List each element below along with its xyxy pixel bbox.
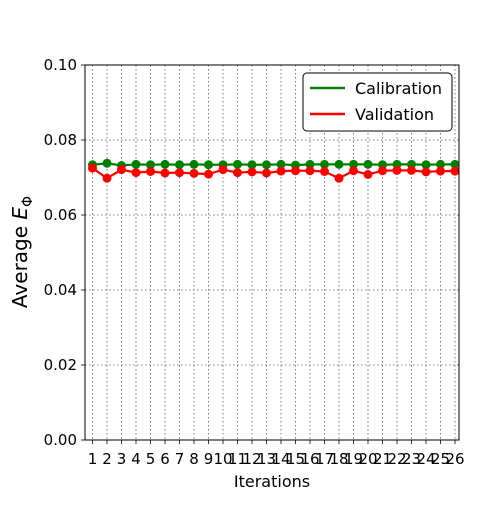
data-point-validation [392, 165, 402, 175]
y-axis-label: Average EΦ [8, 196, 36, 308]
x-tick-label: 22 [387, 450, 406, 468]
x-tick-label: 25 [431, 450, 450, 468]
data-point-calibration [233, 159, 242, 169]
data-point-validation [276, 166, 286, 176]
data-point-validation [247, 167, 257, 177]
y-tick-label: 0.04 [44, 281, 77, 299]
x-tick-label: 12 [242, 450, 261, 468]
data-point-calibration [175, 160, 184, 170]
y-axis: 0.00 0.02 0.04 0.06 0.08 0.10 [44, 56, 85, 449]
legend-label-validation: Validation [355, 105, 434, 124]
data-point-validation [131, 168, 141, 178]
data-point-validation [233, 168, 242, 178]
x-tick-label: 24 [416, 450, 435, 468]
data-point-calibration [204, 160, 213, 170]
data-point-validation [436, 166, 445, 176]
y-tick-label: 0.10 [44, 56, 77, 74]
y-axis-label-var: E [8, 207, 32, 220]
data-point-calibration [363, 159, 373, 169]
data-point-validation [378, 166, 387, 176]
x-tick-label: 17 [315, 450, 334, 468]
x-tick-label: 5 [146, 450, 156, 468]
data-point-validation [175, 168, 184, 178]
x-tick-label: 6 [160, 450, 170, 468]
x-tick-label: 9 [204, 450, 214, 468]
data-point-calibration [450, 159, 460, 169]
data-point-validation [421, 167, 431, 177]
legend-label-calibration: Calibration [355, 79, 442, 98]
x-tick-label: 10 [213, 450, 232, 468]
data-point-validation [407, 165, 416, 175]
data-point-validation [117, 165, 126, 175]
data-point-validation [291, 166, 300, 176]
x-tick-label: 15 [286, 450, 305, 468]
y-axis-label-subscript: Φ [20, 196, 36, 207]
svg-text:Average EΦ: Average EΦ [8, 196, 36, 308]
data-point-validation [160, 168, 170, 178]
y-axis-label-text: Average [8, 226, 32, 308]
data-point-calibration [436, 159, 445, 169]
series-calibration [88, 158, 460, 170]
data-point-calibration [276, 159, 286, 169]
data-point-calibration [334, 159, 344, 169]
y-tick-label: 0.02 [44, 356, 77, 374]
x-tick-label: 11 [228, 450, 247, 468]
x-tick-label: 8 [189, 450, 199, 468]
x-tick-label: 16 [300, 450, 319, 468]
x-tick-label: 26 [445, 450, 464, 468]
data-point-validation [218, 165, 228, 175]
data-point-validation [363, 170, 373, 179]
x-tick-label: 13 [257, 450, 276, 468]
x-tick-label: 1 [88, 450, 98, 468]
series-layer [88, 158, 460, 183]
x-axis-label: Iterations [234, 472, 310, 491]
data-point-calibration [262, 160, 271, 170]
data-point-calibration [189, 159, 199, 169]
grid [85, 64, 459, 441]
y-tick-label: 0.00 [44, 431, 77, 449]
data-point-validation [262, 168, 271, 178]
data-point-validation [349, 166, 358, 176]
y-tick-label: 0.06 [44, 206, 77, 224]
data-point-validation [146, 167, 155, 176]
data-point-calibration [247, 160, 257, 170]
y-tick-label: 0.08 [44, 131, 77, 149]
data-point-validation [334, 173, 344, 183]
x-tick-label: 2 [102, 450, 112, 468]
data-point-calibration [320, 159, 329, 169]
data-point-validation [102, 173, 112, 183]
x-tick-label: 19 [344, 450, 363, 468]
x-tick-label: 4 [131, 450, 141, 468]
x-tick-label: 23 [402, 450, 421, 468]
data-point-validation [204, 169, 213, 179]
data-point-calibration [131, 159, 141, 169]
data-point-calibration [102, 158, 112, 168]
x-tick-label: 20 [358, 450, 377, 468]
data-point-calibration [146, 160, 155, 170]
series-validation [88, 163, 460, 183]
x-tick-label: 18 [329, 450, 348, 468]
data-point-calibration [305, 159, 315, 169]
x-tick-label: 14 [271, 450, 290, 468]
data-point-calibration [160, 159, 170, 169]
data-point-validation [305, 166, 315, 176]
x-tick-label: 3 [117, 450, 127, 468]
data-point-validation [320, 167, 329, 176]
data-point-calibration [421, 160, 431, 170]
data-point-validation [450, 166, 460, 176]
legend: Calibration Validation [302, 72, 453, 132]
data-point-validation [189, 168, 199, 178]
data-point-calibration [349, 159, 358, 169]
x-tick-label: 7 [175, 450, 185, 468]
x-axis: 1 2 3 4 5 6 7 8 9 1011121314151617181920212223242… [88, 440, 465, 468]
plot-frame [84, 64, 460, 441]
data-point-validation [88, 163, 97, 173]
x-tick-label: 21 [373, 450, 392, 468]
